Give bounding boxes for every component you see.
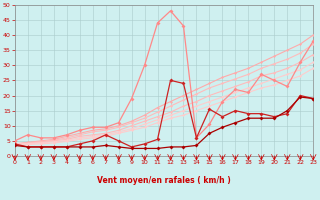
- X-axis label: Vent moyen/en rafales ( km/h ): Vent moyen/en rafales ( km/h ): [97, 176, 231, 185]
